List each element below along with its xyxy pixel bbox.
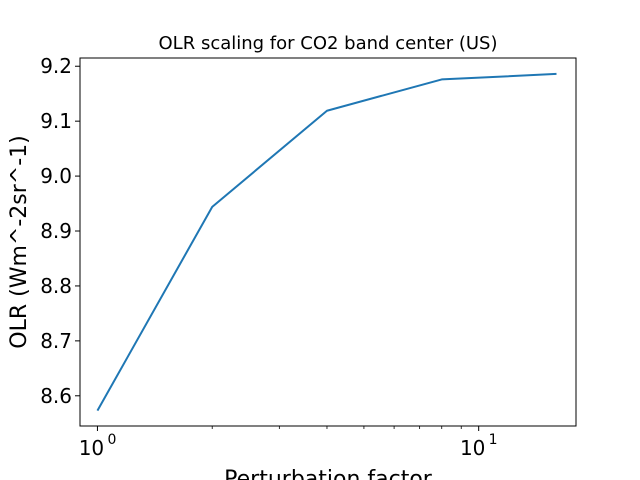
chart-title: OLR scaling for CO2 band center (US) bbox=[159, 33, 498, 54]
x-tick-label: 10 bbox=[79, 436, 104, 460]
plot-frame bbox=[79, 57, 577, 427]
y-tick-label: 9.2 bbox=[40, 54, 72, 78]
y-tick-label: 9.1 bbox=[40, 109, 72, 133]
x-tick-exponent: 1 bbox=[489, 432, 498, 448]
plot-area bbox=[96, 72, 557, 412]
y-tick-label: 8.7 bbox=[40, 329, 72, 353]
series-line-0 bbox=[96, 72, 557, 412]
y-axis-title: OLR (Wm^-2sr^-1) bbox=[7, 135, 32, 348]
y-tick-label: 8.6 bbox=[40, 384, 72, 408]
y-tick-label: 8.9 bbox=[40, 219, 72, 243]
x-axis: 10 0 10 1 bbox=[79, 426, 498, 460]
x-tick-exponent: 0 bbox=[107, 432, 116, 448]
x-axis-title: Perturbation factor bbox=[224, 467, 433, 480]
y-tick-label: 9.0 bbox=[40, 164, 72, 188]
y-axis: 8.6 8.7 8.8 8.9 9.0 9.1 9.2 bbox=[40, 54, 80, 408]
y-tick-label: 8.8 bbox=[40, 274, 72, 298]
x-tick-label: 10 bbox=[460, 436, 485, 460]
